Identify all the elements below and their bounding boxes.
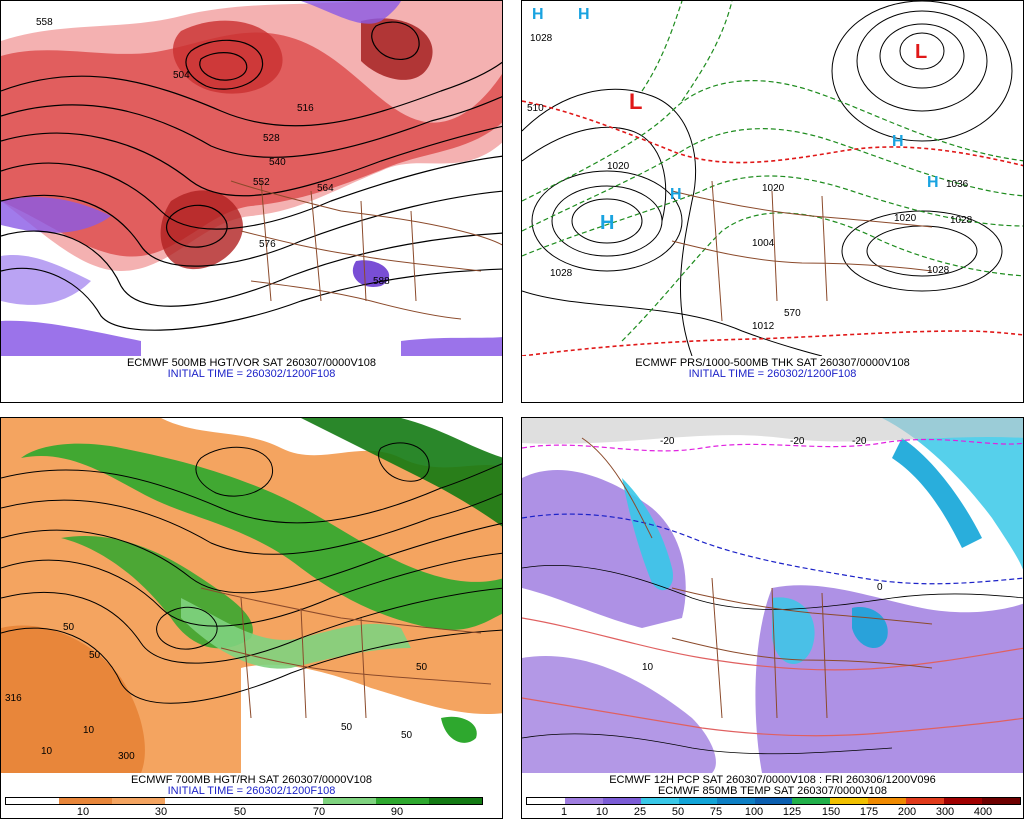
precip-colorbar <box>526 797 1021 805</box>
contour-label: 552 <box>253 177 270 188</box>
colorbar-label: 10 <box>76 806 90 818</box>
low-pressure-label: L <box>629 89 642 114</box>
map-precip-850mb-temp: -20 -20 -20 0 10 <box>522 418 1023 773</box>
contour-label: 50 <box>401 730 413 741</box>
precip-colorbar-labels: 1 10 25 50 75 100 125 150 175 200 300 40… <box>526 806 1021 818</box>
contour-label: 1020 <box>762 183 785 194</box>
contour-label: 528 <box>263 133 280 144</box>
colorbar-label: 150 <box>821 806 841 818</box>
high-pressure-label: H <box>670 186 682 203</box>
high-pressure-label: H <box>892 133 904 150</box>
high-pressure-label: H <box>927 174 939 191</box>
high-pressure-label: H <box>532 6 544 23</box>
high-pressure-label: H <box>600 212 614 234</box>
initial-time: INITIAL TIME = 260302/1200F108 <box>167 368 336 380</box>
panel-pressure-thickness: H H H H H H L L 1028 1020 1028 1020 1028… <box>521 0 1024 403</box>
panel-caption: ECMWF 700MB HGT/RH SAT 260307/0000V108 <box>130 774 373 786</box>
contour-label: 1012 <box>752 321 775 332</box>
colorbar-label: 50 <box>671 806 685 818</box>
contour-label: 50 <box>63 622 75 633</box>
contour-label: 50 <box>341 722 353 733</box>
contour-label: 576 <box>259 239 276 250</box>
low-pressure-label: L <box>915 41 927 63</box>
panel-caption: ECMWF 12H PCP SAT 260307/0000V108 : FRI … <box>609 774 936 786</box>
contour-label: 558 <box>36 17 53 28</box>
high-pressure-label: H <box>578 6 590 23</box>
contour-label: 588 <box>373 276 390 287</box>
contour-label: 570 <box>784 308 801 319</box>
contour-label: 540 <box>269 157 286 168</box>
contour-label: 316 <box>5 693 22 704</box>
colorbar-label: 300 <box>935 806 955 818</box>
colorbar-label: 1 <box>560 806 568 818</box>
contour-label: 1028 <box>550 268 573 279</box>
contour-label: 516 <box>297 103 314 114</box>
contour-label: 1028 <box>530 33 553 44</box>
panel-700mb-rh: 50 50 10 10 50 316 300 50 50 ECMWF 700MB… <box>0 417 503 819</box>
colorbar-label: 175 <box>859 806 879 818</box>
colorbar-label: 200 <box>897 806 917 818</box>
contour-label: 564 <box>317 183 334 194</box>
contour-label: -20 <box>660 436 675 447</box>
colorbar-label: 30 <box>154 806 168 818</box>
colorbar-label: 25 <box>633 806 647 818</box>
colorbar-label: 50 <box>233 806 247 818</box>
colorbar-label: 100 <box>744 806 764 818</box>
initial-time: INITIAL TIME = 260302/1200F108 <box>688 368 857 380</box>
contour-label: 10 <box>83 725 95 736</box>
contour-label: 300 <box>118 751 135 762</box>
colorbar-label: 90 <box>390 806 404 818</box>
panel-precip-850mb-temp: -20 -20 -20 0 10 ECMWF 12H PCP SAT 26030… <box>521 417 1024 819</box>
contour-label: 10 <box>41 746 53 757</box>
contour-label: 1028 <box>950 215 973 226</box>
contour-label: 0 <box>877 582 883 593</box>
contour-label: 1036 <box>946 179 969 190</box>
contour-label: 1028 <box>927 265 950 276</box>
contour-label: 510 <box>527 103 544 114</box>
panel-caption-secondary: ECMWF 850MB TEMP SAT 260307/0000V108 <box>657 785 888 797</box>
contour-label: 50 <box>416 662 428 673</box>
contour-label: 10 <box>642 662 654 673</box>
contour-label: 1020 <box>894 213 917 224</box>
rh-colorbar <box>5 797 483 805</box>
contour-label: 1004 <box>752 238 775 249</box>
panel-caption: ECMWF 500MB HGT/VOR SAT 260307/0000V108 <box>126 357 377 369</box>
contour-label: 50 <box>89 650 101 661</box>
map-500mb-vorticity: 558 504 516 528 540 552 564 576 588 <box>1 1 502 356</box>
contour-label: 1020 <box>607 161 630 172</box>
colorbar-label: 400 <box>973 806 993 818</box>
panel-caption: ECMWF PRS/1000-500MB THK SAT 260307/0000… <box>635 357 910 369</box>
rh-colorbar-labels: 10 30 50 70 90 <box>5 806 483 818</box>
map-pressure-thickness: H H H H H H L L 1028 1020 1028 1020 1028… <box>522 1 1023 356</box>
map-700mb-rh: 50 50 10 10 50 316 300 50 50 <box>1 418 502 773</box>
panel-500mb-vorticity: 558 504 516 528 540 552 564 576 588 ECMW… <box>0 0 503 403</box>
colorbar-label: 75 <box>709 806 723 818</box>
contour-label: 504 <box>173 70 190 81</box>
contour-label: -20 <box>790 436 805 447</box>
colorbar-label: 70 <box>312 806 326 818</box>
colorbar-label: 10 <box>595 806 609 818</box>
initial-time: INITIAL TIME = 260302/1200F108 <box>167 785 336 797</box>
contour-label: -20 <box>852 436 867 447</box>
colorbar-label: 125 <box>782 806 802 818</box>
